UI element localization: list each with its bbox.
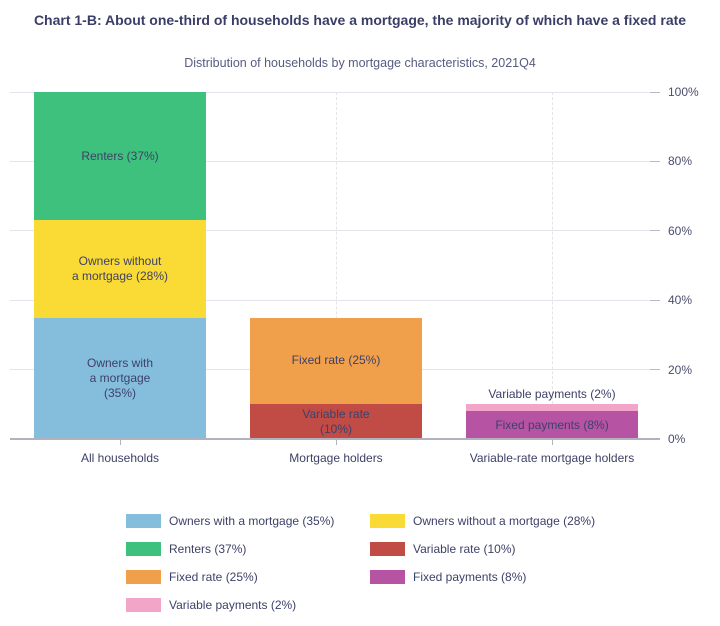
y-axis-label: 100% [668, 85, 699, 99]
legend-swatch [370, 570, 405, 584]
bar-segment-owners-with-a-mortgage[interactable]: Owners with a mortgage (35%) [34, 317, 206, 439]
legend-item-owners-with-a-mortgage[interactable]: Owners with a mortgage (35%) [126, 514, 370, 528]
legend-item-variable-payments[interactable]: Variable payments (2%) [126, 598, 370, 612]
y-axis-label: 20% [668, 362, 693, 377]
legend-label: Renters (37%) [169, 542, 247, 556]
legend-label: Variable rate (10%) [413, 542, 516, 556]
chart-legend: Owners with a mortgage (35%) Owners witho… [126, 514, 595, 612]
bar-segment-label-variable-payments: Variable payments (2%) [488, 387, 616, 402]
legend-item-fixed-payments[interactable]: Fixed payments (8%) [370, 570, 595, 584]
legend-label: Owners with a mortgage (35%) [169, 514, 335, 528]
y-axis-label: 60% [668, 223, 693, 238]
legend-label: Fixed payments (8%) [413, 570, 527, 584]
bar-segment-label-variable-rate: Variable rate (10%) [302, 406, 370, 436]
legend-swatch [126, 570, 161, 584]
bar-segment-label-owners-with-a-mortgage: Owners with a mortgage (35%) [86, 355, 154, 400]
legend-item-variable-rate[interactable]: Variable rate (10%) [370, 542, 595, 556]
bar-segment-fixed-rate[interactable]: Fixed rate (25%) [250, 317, 422, 405]
y-axis-tick [650, 91, 660, 93]
bar-segment-variable-rate[interactable]: Variable rate (10%) [250, 404, 422, 439]
chart-subtitle: Distribution of households by mortgage c… [184, 56, 536, 70]
category-label-mortgage-holders: Mortgage holders [289, 451, 383, 465]
legend-label: Variable payments (2%) [169, 598, 297, 612]
legend-swatch [370, 542, 405, 556]
category-gridline [335, 92, 337, 439]
legend-swatch [126, 514, 161, 528]
legend-label: Fixed rate (25%) [169, 570, 258, 584]
x-axis-tick [119, 440, 121, 445]
bar-segment-label-renters: Renters (37%) [81, 148, 159, 163]
bar-segment-fixed-payments[interactable]: Fixed payments (8%) [466, 411, 638, 439]
x-axis-tick [551, 440, 553, 445]
bar-segment-label-fixed-rate: Fixed rate (25%) [291, 353, 381, 368]
legend-swatch [126, 542, 161, 556]
y-gridline [10, 299, 650, 301]
legend-label: Owners without a mortgage (28%) [413, 514, 596, 528]
category-gridline [551, 92, 553, 439]
y-axis-label: 0% [668, 432, 686, 446]
x-axis-line [10, 438, 660, 440]
bar-segment-renters[interactable]: Renters (37%) [34, 92, 206, 221]
category-label-variable-rate-mortgage-holders: Variable-rate mortgage holders [469, 451, 635, 465]
bar-segment-owners-without-a-mortgage[interactable]: Owners without a mortgage (28%) [34, 220, 206, 318]
y-axis-label: 40% [668, 293, 693, 308]
legend-swatch [126, 598, 161, 612]
bar-segment-label-owners-without-a-mortgage: Owners without a mortgage (28%) [71, 253, 169, 283]
y-axis-tick [650, 369, 660, 371]
legend-item-owners-without-a-mortgage[interactable]: Owners without a mortgage (28%) [370, 514, 595, 528]
y-axis-tick [650, 299, 660, 301]
bar-segment-variable-payments[interactable] [466, 404, 638, 412]
y-axis-tick [650, 160, 660, 162]
legend-item-fixed-rate[interactable]: Fixed rate (25%) [126, 570, 370, 584]
legend-swatch [370, 514, 405, 528]
y-axis-label: 80% [668, 154, 693, 169]
y-axis-tick [650, 230, 660, 232]
y-gridline [10, 91, 650, 93]
bar-segment-label-fixed-payments: Fixed payments (8%) [495, 417, 609, 432]
y-gridline [10, 160, 650, 162]
y-gridline [10, 230, 650, 232]
chart-title: Chart 1-B: About one-third of households… [33, 12, 687, 28]
x-axis-tick [335, 440, 337, 445]
legend-item-renters[interactable]: Renters (37%) [126, 542, 370, 556]
category-label-all-households: All households [80, 451, 160, 465]
